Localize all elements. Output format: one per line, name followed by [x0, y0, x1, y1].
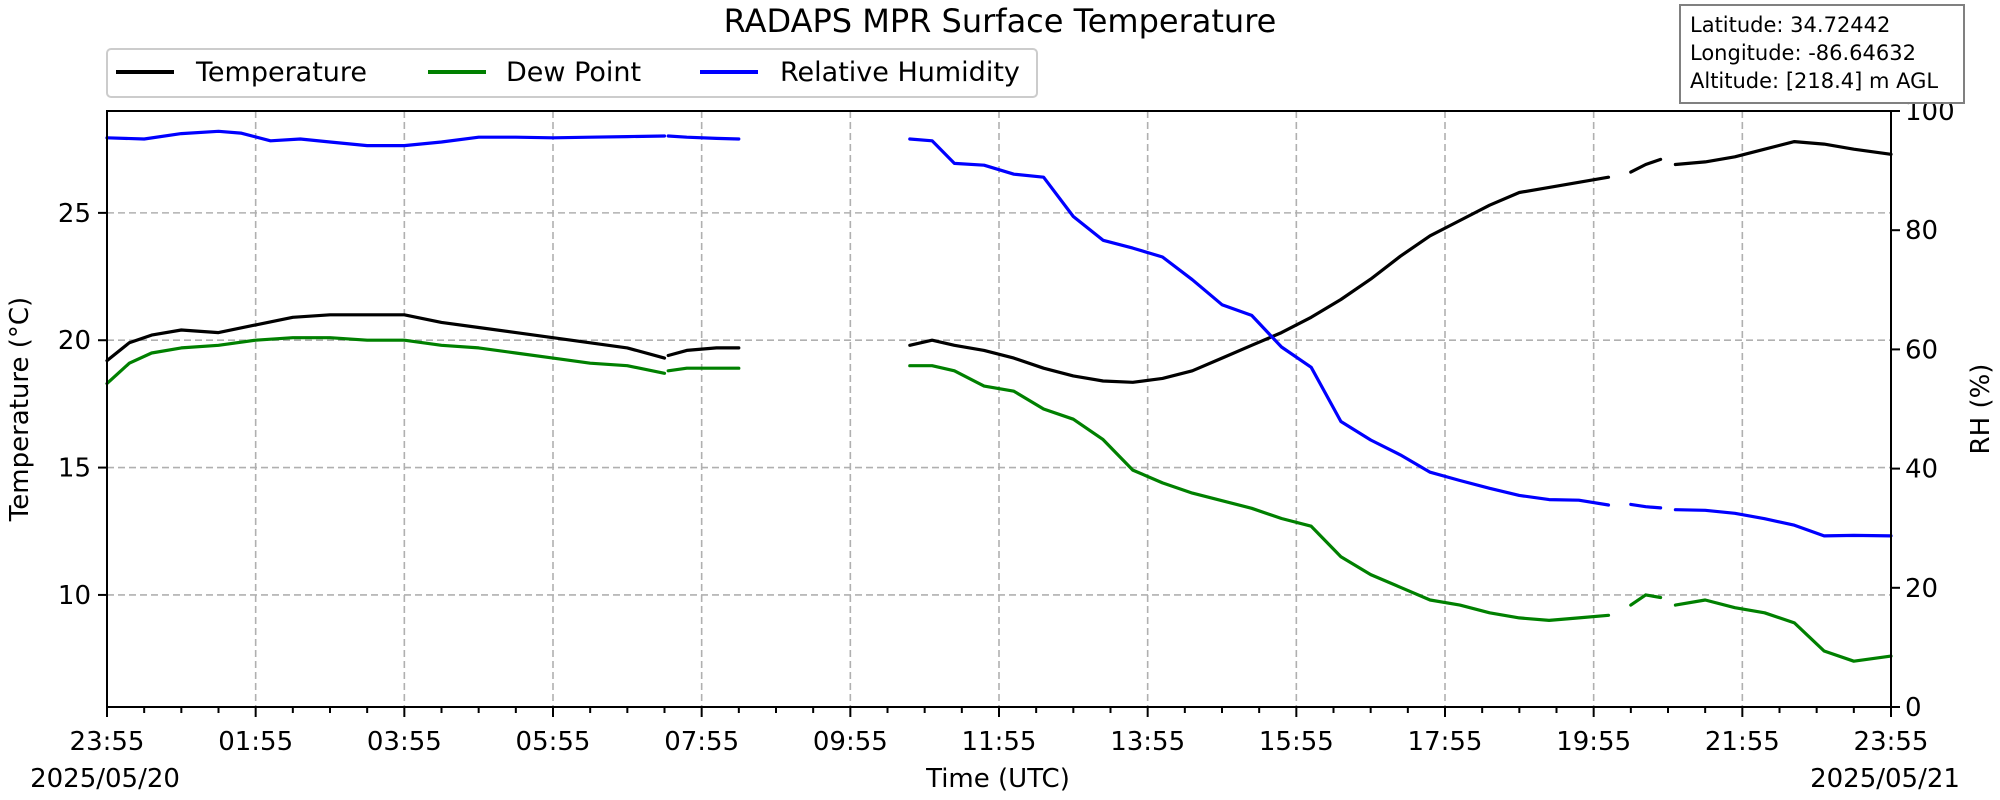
y-left-tick-label: 10: [58, 581, 91, 611]
x-tick-label: 23:55: [1854, 727, 1929, 757]
series-line-dew-point: [1629, 593, 1663, 607]
y-right-tick-label: 60: [1905, 335, 1938, 365]
y-right-tick-label: 20: [1905, 574, 1938, 604]
series-line-dew-point: [1673, 598, 1893, 663]
legend-label-temperature: Temperature: [195, 57, 367, 88]
info-longitude: Longitude: -86.64632: [1690, 41, 1916, 65]
x-tick-label: 23:55: [70, 727, 145, 757]
y-left-tick-label: 25: [58, 199, 91, 229]
x-tick-label: 07:55: [664, 727, 739, 757]
x-tick-label: 03:55: [367, 727, 442, 757]
series-relative-humidity: [105, 129, 1893, 538]
series-line-relative-humidity: [908, 137, 1611, 507]
legend-frame: [106, 48, 1038, 98]
series-line-temperature: [105, 313, 667, 363]
series-temperature: [105, 140, 1893, 384]
chart-title: RADAPS MPR Surface Temperature: [724, 2, 1277, 40]
x-tick-label: 09:55: [813, 727, 888, 757]
legend-label-relative-humidity: Relative Humidity: [780, 57, 1020, 88]
y-axis-right-label: RH (%): [1966, 364, 1996, 455]
x-tick-label: 11:55: [962, 727, 1037, 757]
y-axis-left-label: Temperature (°C): [5, 297, 35, 522]
x-tick-label: 19:55: [1556, 727, 1631, 757]
x-axis: 23:55 01:55 03:55 05:55 07:55 09:55 11:55 13:55…: [70, 707, 1929, 757]
series-line-temperature: [666, 346, 741, 358]
start-date-label: 2025/05/20: [30, 764, 180, 794]
x-tick-label: 01:55: [218, 727, 293, 757]
series-line-relative-humidity: [105, 129, 667, 148]
y-right-tick-label: 0: [1905, 693, 1922, 723]
x-axis-label: Time (UTC): [925, 764, 1070, 794]
y-left-tick-label: 20: [58, 326, 91, 356]
series-line-temperature: [1673, 140, 1893, 167]
info-latitude: Latitude: 34.72442: [1690, 13, 1890, 37]
series-line-dew-point: [105, 336, 667, 386]
series-line-dew-point: [908, 364, 1611, 623]
series-line-temperature: [908, 175, 1611, 384]
series-line-temperature: [1629, 157, 1663, 174]
grid: [107, 111, 1891, 707]
series-layer: [105, 129, 1893, 663]
series-dew-point: [105, 336, 1893, 663]
y-left-tick-label: 15: [58, 454, 91, 484]
info-altitude: Altitude: [218.4] m AGL: [1690, 69, 1938, 93]
series-line-relative-humidity: [1673, 508, 1893, 538]
x-tick-label: 05:55: [516, 727, 591, 757]
series-line-relative-humidity: [1629, 502, 1663, 510]
y-right-tick-label: 80: [1905, 216, 1938, 246]
info-box-frame: [1679, 4, 1965, 104]
info-box: Latitude: 34.72442 Longitude: -86.64632 …: [1679, 4, 1965, 104]
legend: Temperature Dew Point Relative Humidity: [106, 48, 1038, 98]
end-date-label: 2025/05/21: [1810, 764, 1960, 794]
y-right-tick-label: 40: [1905, 455, 1938, 485]
x-tick-label: 21:55: [1705, 727, 1780, 757]
series-line-relative-humidity: [666, 134, 741, 141]
x-tick-label: 15:55: [1259, 727, 1334, 757]
x-tick-label: 17:55: [1408, 727, 1483, 757]
y-axis-left: 10 15 20 25: [58, 199, 107, 611]
legend-label-dew-point: Dew Point: [506, 57, 641, 88]
x-tick-label: 13:55: [1110, 727, 1185, 757]
series-line-dew-point: [666, 366, 741, 373]
